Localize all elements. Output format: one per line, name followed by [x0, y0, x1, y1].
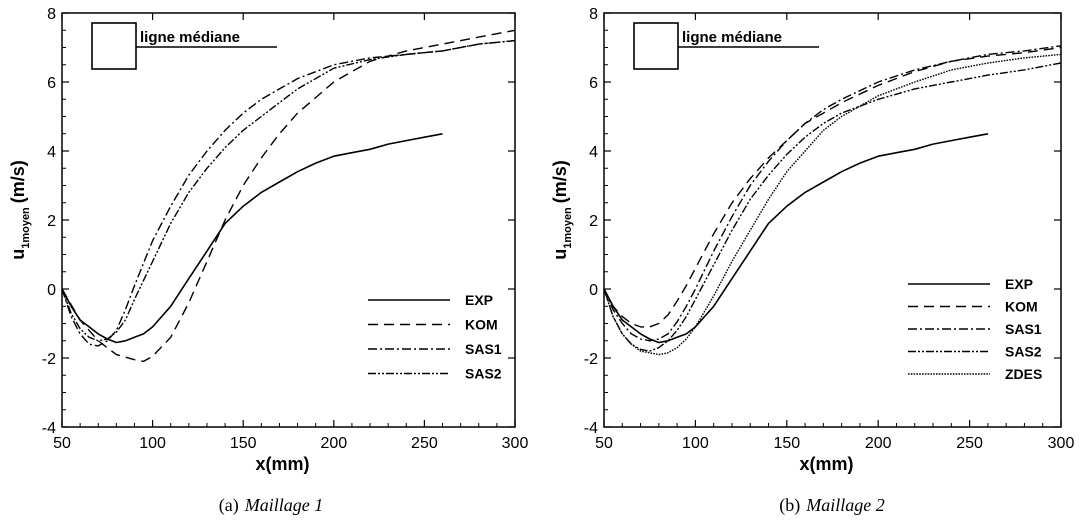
legend-label-zdes: ZDES: [1005, 366, 1042, 382]
plot-frame: [61, 12, 516, 428]
series-line-sas2: [603, 62, 1062, 352]
caption-prefix: (b): [779, 495, 800, 516]
legend-label-kom: KOM: [465, 317, 498, 333]
x-tick-label: 100: [682, 435, 709, 452]
caption-prefix: (a): [219, 495, 239, 516]
legend-label-sas1: SAS1: [1005, 321, 1042, 337]
y-tick-label: 4: [589, 144, 598, 161]
y-tick-label: 0: [47, 282, 56, 299]
series-line-zdes: [603, 53, 1062, 356]
inset-box: [91, 22, 137, 70]
y-tick-label: -4: [584, 420, 598, 437]
legend-label-kom: KOM: [1005, 299, 1038, 315]
y-tick-label: -4: [42, 420, 56, 437]
y-tick-label: 2: [47, 213, 56, 230]
legend-label-exp: EXP: [465, 292, 493, 308]
x-tick-label: 50: [53, 435, 71, 452]
y-axis-label-subscript: 1moyen: [562, 207, 574, 249]
legend-label-exp: EXP: [1005, 276, 1033, 292]
x-tick-label: 200: [865, 435, 892, 452]
caption-text: Maillage 2: [805, 495, 885, 515]
x-tick-label: 200: [320, 435, 347, 452]
series-line-exp: [603, 133, 989, 344]
x-tick-label: 300: [1048, 435, 1075, 452]
y-tick-label: 8: [47, 6, 56, 23]
x-tick-label: 250: [411, 435, 438, 452]
x-tick-label: 150: [230, 435, 257, 452]
y-tick-label: 0: [589, 282, 598, 299]
x-axis-label: x(mm): [799, 454, 853, 474]
y-tick-label: 4: [47, 144, 56, 161]
x-axis-label: x(mm): [255, 454, 309, 474]
series-line-sas2: [61, 39, 516, 342]
series-line-exp: [61, 133, 443, 344]
y-axis-label-main: u: [550, 249, 570, 260]
y-axis-label-unit: (m/s): [8, 160, 28, 203]
legend-label-sas2: SAS2: [465, 366, 502, 382]
y-axis-label-subscript: 1moyen: [20, 207, 32, 249]
y-axis-label-unit: (m/s): [550, 160, 570, 203]
y-tick-label: 6: [47, 75, 56, 92]
y-axis-label-text: u1moyen (m/s): [550, 160, 574, 260]
y-axis-label: u1moyen (m/s): [8, 160, 32, 260]
x-tick-label: 100: [139, 435, 166, 452]
x-tick-label: 150: [773, 435, 800, 452]
figure-caption: (a) Maillage 1: [219, 495, 323, 516]
x-tick-label: 50: [595, 435, 613, 452]
y-tick-label: 6: [589, 75, 598, 92]
y-tick-label: 2: [589, 213, 598, 230]
series-line-kom: [61, 29, 516, 363]
y-tick-label: -2: [42, 351, 56, 368]
caption-text: Maillage 1: [244, 495, 324, 515]
inset-box: [633, 22, 679, 70]
legend-label-sas2: SAS2: [1005, 344, 1042, 360]
legend-label-sas1: SAS1: [465, 341, 502, 357]
y-axis-label-text: u1moyen (m/s): [8, 160, 32, 260]
inset-label: ligne médiane: [140, 29, 240, 46]
x-tick-label: 300: [502, 435, 529, 452]
x-tick-label: 250: [956, 435, 983, 452]
series-line-sas1: [61, 39, 516, 347]
y-tick-label: 8: [589, 6, 598, 23]
series-line-sas1: [603, 45, 1062, 342]
figure-caption: (b) Maillage 2: [779, 495, 885, 516]
series-line-kom: [603, 46, 1062, 328]
y-axis-label: u1moyen (m/s): [550, 160, 574, 260]
chart-panel-a: 50 100 150 200 250 300 -4 -2 0 2 4 6 8 x(mm) u1moyen (m…: [8, 6, 528, 516]
inset-label: ligne médiane: [682, 29, 782, 46]
y-axis-label-main: u: [8, 249, 28, 260]
chart-panel-b: 50 100 150 200 250 300 -4 -2 0 2 4 6 8 x(mm) u1moyen (m…: [550, 6, 1074, 516]
y-tick-label: -2: [584, 351, 598, 368]
